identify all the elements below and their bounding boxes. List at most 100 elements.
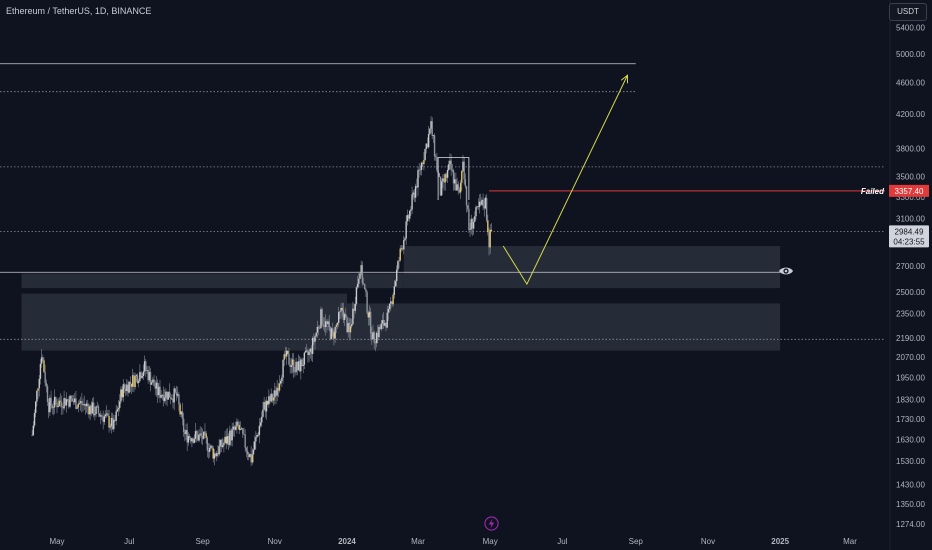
candle bbox=[32, 425, 35, 436]
candle bbox=[219, 439, 222, 447]
candle bbox=[79, 401, 82, 403]
candle bbox=[181, 411, 184, 419]
candle bbox=[172, 398, 174, 403]
candle bbox=[420, 162, 423, 170]
candle bbox=[327, 321, 329, 325]
candle bbox=[169, 397, 172, 399]
range-box bbox=[437, 157, 470, 200]
candle bbox=[374, 342, 377, 344]
candle bbox=[53, 396, 56, 408]
candle bbox=[442, 178, 444, 182]
candle bbox=[50, 397, 52, 406]
candle bbox=[412, 192, 414, 195]
candle bbox=[127, 384, 129, 393]
candle bbox=[69, 395, 71, 407]
candle bbox=[364, 284, 366, 290]
candle bbox=[276, 387, 278, 396]
candle bbox=[94, 414, 96, 416]
y-tick-label: 1274.00 bbox=[896, 520, 925, 529]
candle bbox=[259, 422, 262, 426]
candle bbox=[211, 445, 213, 449]
candle bbox=[426, 143, 429, 148]
candle bbox=[188, 435, 191, 438]
candle bbox=[480, 201, 482, 205]
candle bbox=[45, 382, 48, 386]
candle bbox=[405, 221, 407, 239]
candle bbox=[39, 363, 42, 379]
candle bbox=[137, 380, 140, 383]
candle bbox=[468, 208, 470, 230]
candle bbox=[449, 160, 451, 165]
candle bbox=[184, 431, 186, 435]
candle bbox=[400, 248, 403, 250]
candle bbox=[149, 371, 152, 385]
candle bbox=[64, 398, 66, 406]
candle bbox=[337, 312, 340, 323]
y-tick-label: 5000.00 bbox=[896, 50, 925, 59]
y-tick-label: 4200.00 bbox=[896, 110, 925, 119]
candle bbox=[194, 431, 197, 439]
candle bbox=[148, 371, 151, 381]
candle bbox=[243, 433, 245, 435]
candle bbox=[268, 396, 270, 405]
candle bbox=[477, 206, 480, 208]
candle bbox=[132, 375, 134, 387]
candle bbox=[177, 394, 179, 396]
candle bbox=[145, 361, 147, 371]
candle bbox=[297, 361, 300, 371]
candle bbox=[226, 436, 229, 444]
candle bbox=[158, 386, 160, 396]
candle bbox=[253, 441, 256, 450]
candle bbox=[87, 403, 89, 407]
candle bbox=[251, 454, 253, 463]
candle bbox=[37, 388, 39, 391]
candle bbox=[238, 424, 240, 430]
candle bbox=[179, 404, 181, 415]
candle bbox=[436, 156, 438, 171]
candle bbox=[407, 215, 410, 219]
price-countdown: 04:23:55 bbox=[893, 237, 925, 246]
candle bbox=[269, 396, 271, 402]
candle bbox=[82, 404, 84, 406]
candle bbox=[381, 320, 384, 324]
candle bbox=[303, 352, 306, 365]
candle bbox=[279, 381, 282, 384]
candle bbox=[227, 436, 230, 445]
candle bbox=[109, 426, 111, 428]
current-price-value: 2984.49 bbox=[895, 227, 924, 236]
candle bbox=[431, 121, 433, 136]
candle bbox=[453, 179, 456, 184]
candle bbox=[161, 394, 164, 396]
candle bbox=[236, 421, 238, 427]
candle bbox=[166, 391, 168, 400]
candle bbox=[360, 265, 362, 274]
candle bbox=[129, 381, 132, 384]
candle bbox=[135, 375, 137, 377]
eye-icon[interactable] bbox=[778, 263, 794, 279]
candle bbox=[336, 322, 339, 325]
candle bbox=[418, 169, 420, 171]
candle bbox=[154, 386, 156, 389]
candle bbox=[456, 184, 458, 191]
candle bbox=[159, 386, 161, 398]
lightning-icon[interactable] bbox=[484, 516, 499, 531]
current-price-tag bbox=[889, 225, 929, 248]
candle bbox=[248, 454, 250, 458]
candle bbox=[186, 430, 188, 443]
candle bbox=[139, 372, 141, 381]
candle bbox=[334, 326, 336, 339]
candle bbox=[367, 312, 369, 318]
candle bbox=[249, 454, 251, 458]
candle bbox=[438, 173, 440, 177]
candle bbox=[487, 220, 489, 233]
y-tick-label: 1430.00 bbox=[896, 480, 925, 489]
candle bbox=[66, 399, 69, 401]
currency-button[interactable]: USDT bbox=[889, 3, 927, 21]
candle bbox=[193, 438, 195, 443]
candle bbox=[122, 384, 124, 398]
candle bbox=[372, 332, 374, 340]
candle bbox=[314, 336, 316, 342]
candle bbox=[463, 161, 465, 180]
